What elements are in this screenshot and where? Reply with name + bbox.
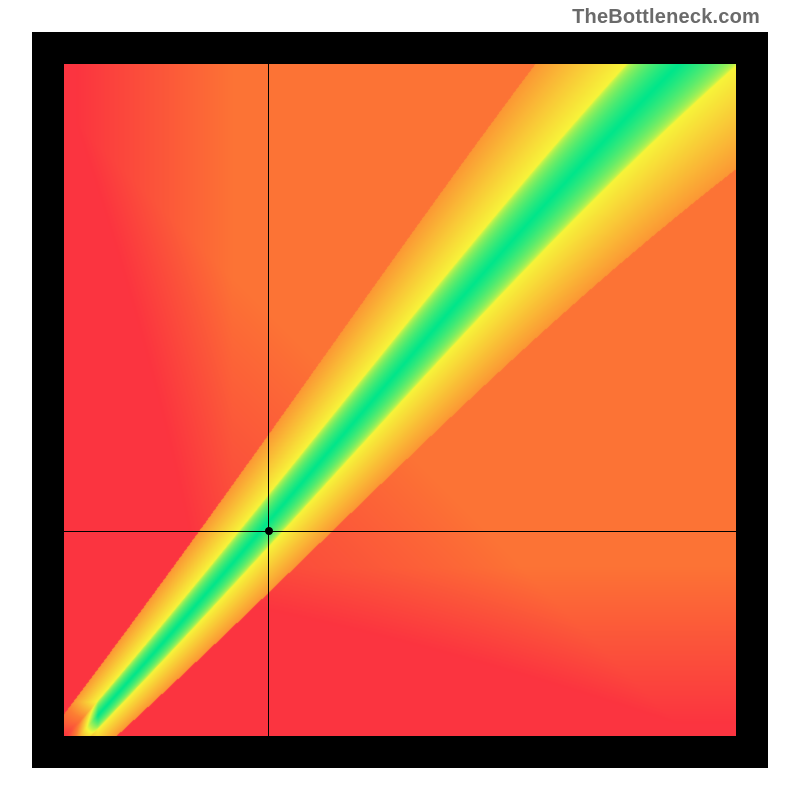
crosshair-vertical	[268, 64, 269, 736]
watermark-text: TheBottleneck.com	[572, 6, 760, 29]
heatmap-canvas	[64, 64, 736, 736]
crosshair-horizontal	[64, 531, 736, 532]
chart-container: TheBottleneck.com	[0, 0, 800, 800]
crosshair-marker	[265, 527, 273, 535]
